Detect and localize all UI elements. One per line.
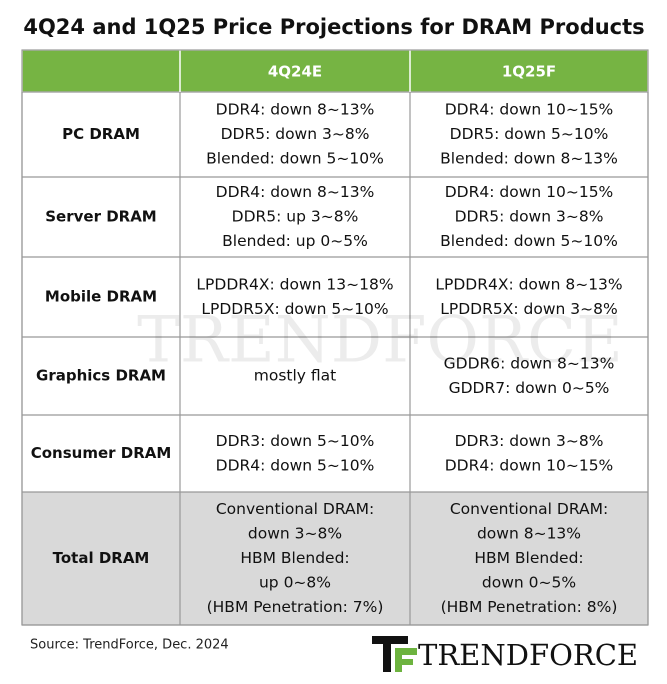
total-row bbox=[22, 492, 648, 625]
cell-line: DDR5: up 3~8% bbox=[232, 208, 359, 226]
cell-line: GDDR7: down 0~5% bbox=[449, 379, 610, 397]
header-cell: 4Q24E bbox=[268, 63, 322, 81]
cell-line: DDR3: down 5~10% bbox=[216, 432, 375, 450]
watermark: TRENDFORCE bbox=[137, 304, 623, 378]
cell-line: down 8~13% bbox=[477, 525, 581, 543]
cell-line: Blended: down 5~10% bbox=[440, 232, 618, 250]
cell-line: LPDDR4X: down 8~13% bbox=[435, 275, 622, 293]
cell-line: down 3~8% bbox=[248, 525, 342, 543]
cell-line: DDR5: down 3~8% bbox=[455, 208, 604, 226]
cell-line: HBM Blended: bbox=[240, 549, 349, 567]
table: 4Q24E 1Q25F PC DRAM DDR4: down 8~13% DDR5: d… bbox=[21, 49, 649, 626]
cell-line: DDR3: down 3~8% bbox=[455, 432, 604, 450]
cell-line: up 0~8% bbox=[259, 574, 331, 592]
cell-line: (HBM Penetration: 7%) bbox=[207, 598, 384, 616]
cell-line: HBM Blended: bbox=[474, 549, 583, 567]
cell-line: DDR5: down 5~10% bbox=[450, 125, 609, 143]
cell-line: Conventional DRAM: bbox=[450, 500, 608, 518]
logo-icon bbox=[372, 636, 417, 672]
source: Source: TrendForce, Dec. 2024 bbox=[30, 638, 229, 653]
cell-line: LPDDR5X: down 3~8% bbox=[440, 300, 617, 318]
cell-line: Blended: down 8~13% bbox=[440, 150, 618, 168]
cell-line: down 0~5% bbox=[482, 574, 576, 592]
cell-line: Conventional DRAM: bbox=[216, 500, 374, 518]
row-label: Consumer DRAM bbox=[31, 444, 172, 462]
cell-line: DDR4: down 8~13% bbox=[216, 101, 375, 119]
cell-line: (HBM Penetration: 8%) bbox=[441, 598, 618, 616]
row-label: PC DRAM bbox=[62, 125, 140, 143]
cell-line: DDR4: down 8~13% bbox=[216, 183, 375, 201]
logo-text: TRENDFORCE bbox=[418, 638, 638, 672]
table-outline bbox=[21, 49, 649, 626]
row-label: Mobile DRAM bbox=[45, 288, 157, 306]
cell-line: LPDDR5X: down 5~10% bbox=[201, 300, 388, 318]
cell-line: Blended: up 0~5% bbox=[222, 232, 368, 250]
cell-line: DDR4: down 5~10% bbox=[216, 456, 375, 474]
cell-line: DDR4: down 10~15% bbox=[445, 456, 614, 474]
cell-line: DDR4: down 10~15% bbox=[445, 101, 614, 119]
row-label: Server DRAM bbox=[45, 208, 156, 226]
title: 4Q24 and 1Q25 Price Projections for DRAM… bbox=[23, 15, 644, 39]
header-cell: 1Q25F bbox=[502, 63, 556, 81]
row-label: Total DRAM bbox=[53, 549, 150, 567]
header-row bbox=[22, 50, 648, 92]
row-label: Graphics DRAM bbox=[36, 367, 166, 385]
cell-line: LPDDR4X: down 13~18% bbox=[196, 275, 393, 293]
cell-line: DDR5: down 3~8% bbox=[221, 125, 370, 143]
cell-line: Blended: down 5~10% bbox=[206, 150, 384, 168]
cell-line: DDR4: down 10~15% bbox=[445, 183, 614, 201]
cell-line: mostly flat bbox=[254, 367, 336, 385]
cell-line: GDDR6: down 8~13% bbox=[444, 354, 615, 372]
